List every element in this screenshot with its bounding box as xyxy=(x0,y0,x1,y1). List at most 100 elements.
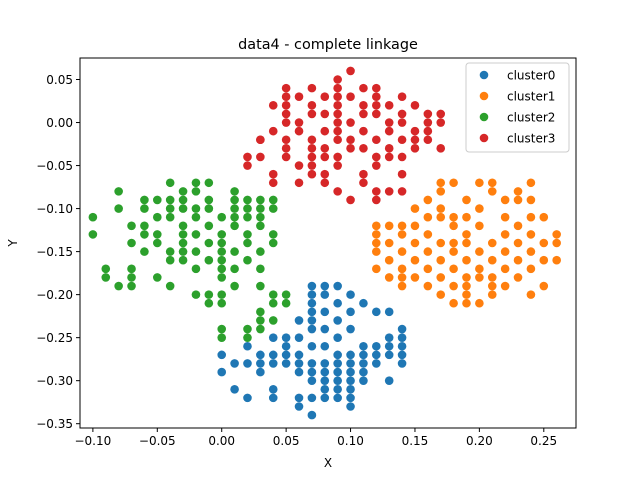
scatter-point-cluster3 xyxy=(372,135,381,145)
scatter-point-cluster0 xyxy=(230,384,239,394)
scatter-point-cluster1 xyxy=(526,230,536,239)
scatter-point-cluster3 xyxy=(423,118,433,127)
scatter-point-cluster0 xyxy=(320,341,330,351)
scatter-point-cluster1 xyxy=(436,255,446,265)
scatter-point-cluster2 xyxy=(191,290,201,299)
scatter-point-cluster2 xyxy=(101,264,111,274)
legend-marker-cluster2 xyxy=(479,112,489,122)
scatter-point-cluster1 xyxy=(526,212,536,222)
scatter-point-cluster1 xyxy=(487,187,497,196)
scatter-point-cluster3 xyxy=(243,152,252,162)
scatter-point-cluster3 xyxy=(243,161,252,170)
scatter-point-cluster0 xyxy=(268,384,278,394)
scatter-point-cluster0 xyxy=(307,367,317,377)
scatter-point-cluster1 xyxy=(449,247,458,256)
scatter-point-cluster3 xyxy=(384,101,394,110)
scatter-point-cluster1 xyxy=(436,238,446,248)
scatter-point-cluster0 xyxy=(268,393,278,403)
scatter-point-cluster3 xyxy=(359,83,368,93)
y-tick-label: −0.35 xyxy=(36,417,73,431)
scatter-point-cluster2 xyxy=(114,281,123,291)
scatter-point-cluster3 xyxy=(346,66,355,76)
scatter-point-cluster0 xyxy=(256,367,265,377)
scatter-point-cluster0 xyxy=(217,367,227,377)
scatter-point-cluster3 xyxy=(268,178,278,188)
scatter-point-cluster3 xyxy=(333,92,342,102)
scatter-point-cluster0 xyxy=(294,350,304,360)
scatter-point-cluster3 xyxy=(307,101,317,110)
scatter-point-cluster3 xyxy=(372,161,381,170)
scatter-point-cluster0 xyxy=(372,350,381,360)
scatter-point-cluster1 xyxy=(487,273,497,282)
scatter-point-cluster1 xyxy=(487,238,497,248)
scatter-point-cluster2 xyxy=(268,195,278,205)
scatter-point-cluster2 xyxy=(243,333,252,342)
scatter-point-cluster2 xyxy=(204,238,214,248)
scatter-point-cluster2 xyxy=(165,255,175,265)
scatter-point-cluster0 xyxy=(397,324,407,334)
scatter-point-cluster0 xyxy=(359,367,368,377)
scatter-point-cluster3 xyxy=(320,169,330,179)
scatter-point-cluster2 xyxy=(191,212,201,222)
scatter-point-cluster0 xyxy=(294,316,304,325)
scatter-point-cluster3 xyxy=(294,92,304,102)
legend-items: cluster0 cluster1 cluster2 cluster3 xyxy=(479,69,555,146)
scatter-point-cluster0 xyxy=(243,393,252,403)
scatter-point-cluster1 xyxy=(436,290,446,299)
scatter-point-cluster2 xyxy=(217,238,227,248)
scatter-point-cluster2 xyxy=(88,212,98,222)
scatter-point-cluster3 xyxy=(423,135,433,145)
scatter-point-cluster0 xyxy=(294,402,304,411)
scatter-point-cluster3 xyxy=(359,126,368,136)
scatter-point-cluster1 xyxy=(539,238,549,248)
scatter-point-cluster3 xyxy=(307,161,317,170)
scatter-point-cluster1 xyxy=(500,195,510,205)
scatter-point-cluster3 xyxy=(294,118,304,127)
scatter-point-cluster2 xyxy=(268,290,278,299)
scatter-point-cluster0 xyxy=(320,367,330,377)
scatter-point-cluster1 xyxy=(462,255,471,265)
legend-marker-cluster0 xyxy=(479,70,489,80)
scatter-point-cluster1 xyxy=(526,195,536,205)
scatter-point-cluster0 xyxy=(346,393,355,403)
scatter-point-cluster1 xyxy=(526,264,536,274)
scatter-point-cluster0 xyxy=(397,333,407,342)
scatter-point-cluster3 xyxy=(384,187,394,196)
scatter-point-cluster3 xyxy=(281,118,291,127)
scatter-point-cluster3 xyxy=(423,109,433,119)
legend-label-cluster1: cluster1 xyxy=(507,90,555,104)
scatter-point-cluster0 xyxy=(307,393,317,403)
scatter-point-cluster0 xyxy=(384,341,394,351)
scatter-point-cluster3 xyxy=(320,144,330,153)
scatter-point-cluster1 xyxy=(384,238,394,248)
scatter-point-cluster2 xyxy=(230,247,239,256)
scatter-point-cluster3 xyxy=(333,83,342,93)
scatter-point-cluster3 xyxy=(410,101,420,110)
scatter-point-cluster2 xyxy=(204,195,214,205)
scatter-point-cluster1 xyxy=(462,290,471,299)
scatter-point-cluster1 xyxy=(475,264,484,274)
scatter-point-cluster2 xyxy=(178,204,188,213)
scatter-point-cluster0 xyxy=(230,359,239,368)
scatter-point-cluster2 xyxy=(243,204,252,213)
scatter-point-cluster3 xyxy=(372,187,381,196)
scatter-point-cluster1 xyxy=(423,247,433,256)
scatter-point-cluster0 xyxy=(384,333,394,342)
scatter-point-cluster0 xyxy=(372,307,381,317)
scatter-point-cluster1 xyxy=(384,273,394,282)
scatter-point-cluster0 xyxy=(333,333,342,342)
scatter-point-cluster2 xyxy=(165,247,175,256)
scatter-point-cluster1 xyxy=(513,255,523,265)
scatter-point-cluster3 xyxy=(320,92,330,102)
scatter-point-cluster2 xyxy=(178,221,188,231)
scatter-point-cluster3 xyxy=(384,118,394,127)
scatter-point-cluster1 xyxy=(475,273,484,282)
scatter-point-cluster1 xyxy=(423,264,433,274)
scatter-point-cluster2 xyxy=(178,255,188,265)
scatter-point-cluster0 xyxy=(359,359,368,368)
scatter-point-cluster1 xyxy=(526,290,536,299)
scatter-point-cluster3 xyxy=(346,118,355,127)
scatter-point-cluster3 xyxy=(268,126,278,136)
scatter-point-cluster3 xyxy=(333,101,342,110)
scatter-point-cluster0 xyxy=(359,341,368,351)
